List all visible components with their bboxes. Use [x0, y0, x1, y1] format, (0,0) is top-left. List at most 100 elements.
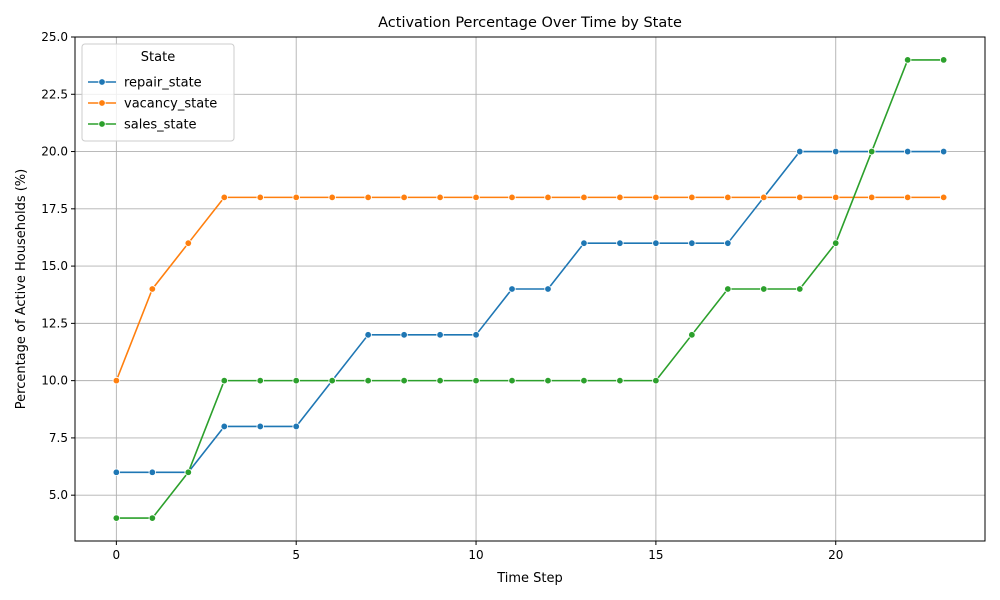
data-point — [796, 193, 804, 202]
legend-label: vacancy_state — [124, 97, 217, 112]
data-point — [867, 193, 876, 202]
data-point — [472, 193, 480, 202]
data-point — [292, 376, 300, 385]
data-point — [724, 193, 732, 202]
data-point — [400, 376, 408, 385]
series-layer — [112, 56, 948, 522]
legend-title: State — [141, 50, 175, 65]
data-point — [292, 193, 300, 202]
data-point — [220, 422, 228, 431]
data-point — [867, 147, 876, 156]
y-tick-label: 15.0 — [41, 259, 68, 273]
data-point — [939, 193, 948, 202]
x-tick-label: 10 — [468, 548, 483, 562]
y-tick-label: 10.0 — [41, 374, 68, 388]
data-point — [256, 422, 264, 431]
plot-frame — [74, 36, 986, 542]
chart-title: Activation Percentage Over Time by State — [378, 15, 682, 31]
data-point — [364, 331, 372, 339]
axis-ticks: 0 5 10 15 20 5.0 7.5 10.0 12.5 15.0 17.5 20.0 22.5 25… — [41, 30, 843, 562]
data-point — [724, 285, 732, 293]
legend-marker — [98, 99, 106, 107]
series-line — [116, 150, 944, 474]
legend-item: vacancy_state — [88, 97, 217, 112]
data-point — [688, 239, 696, 247]
data-point — [508, 193, 516, 202]
data-point — [616, 193, 624, 202]
x-tick-label: 0 — [113, 548, 121, 562]
data-point — [688, 193, 696, 202]
legend-frame — [81, 43, 235, 142]
data-point — [508, 376, 516, 385]
data-point — [939, 147, 948, 156]
data-point — [544, 376, 552, 385]
data-point — [436, 376, 444, 385]
data-point — [544, 193, 552, 202]
data-point — [256, 193, 264, 202]
data-point — [148, 285, 157, 293]
x-axis-label: Time Step — [496, 571, 563, 586]
data-point — [364, 376, 372, 385]
data-point — [400, 193, 408, 202]
y-tick-label: 20.0 — [41, 145, 68, 159]
series-line — [115, 196, 944, 381]
data-point — [652, 239, 660, 247]
data-point — [112, 468, 121, 476]
y-tick-label: 5.0 — [49, 488, 68, 502]
data-point — [652, 193, 660, 202]
data-point — [220, 376, 228, 385]
data-point — [112, 514, 121, 522]
y-tick-label: 22.5 — [41, 87, 68, 101]
x-tick-label: 20 — [828, 548, 843, 562]
y-tick-label: 7.5 — [49, 431, 68, 445]
data-point — [903, 56, 912, 64]
series-sales-state — [112, 56, 948, 522]
y-tick-label: 17.5 — [41, 202, 68, 216]
series-vacancy-state — [112, 193, 948, 385]
data-point — [796, 285, 804, 293]
data-point — [903, 147, 912, 156]
data-point — [796, 147, 804, 156]
data-point — [148, 514, 157, 522]
data-point — [652, 376, 660, 385]
data-point — [688, 331, 696, 339]
data-point — [184, 239, 193, 247]
data-point — [580, 376, 588, 385]
data-point — [724, 239, 732, 247]
y-tick-label: 25.0 — [41, 30, 68, 44]
y-axis-label: Percentage of Active Households (%) — [14, 169, 29, 409]
data-point — [903, 193, 912, 202]
legend-item: repair_state — [88, 76, 202, 91]
x-tick-label: 5 — [292, 548, 300, 562]
data-point — [760, 193, 768, 202]
data-point — [328, 376, 336, 385]
data-point — [148, 468, 157, 476]
data-point — [112, 376, 121, 385]
series-line — [116, 59, 944, 519]
data-point — [220, 193, 228, 202]
data-point — [939, 56, 948, 64]
data-point — [832, 193, 840, 202]
legend-label: repair_state — [124, 76, 202, 91]
data-point — [472, 376, 480, 385]
data-point — [832, 239, 840, 247]
x-tick-label: 15 — [648, 548, 663, 562]
data-point — [616, 239, 624, 247]
data-point — [616, 376, 624, 385]
data-point — [328, 193, 336, 202]
data-point — [436, 193, 444, 202]
data-point — [760, 285, 768, 293]
legend-item: sales_state — [88, 118, 197, 133]
data-point — [580, 193, 588, 202]
data-point — [508, 285, 516, 293]
series-repair-state — [112, 147, 948, 476]
data-point — [292, 422, 300, 431]
legend-label: sales_state — [124, 118, 197, 133]
legend-marker — [98, 78, 106, 86]
data-point — [400, 331, 408, 339]
legend-marker — [98, 120, 106, 128]
data-point — [544, 285, 552, 293]
data-point — [256, 376, 264, 385]
